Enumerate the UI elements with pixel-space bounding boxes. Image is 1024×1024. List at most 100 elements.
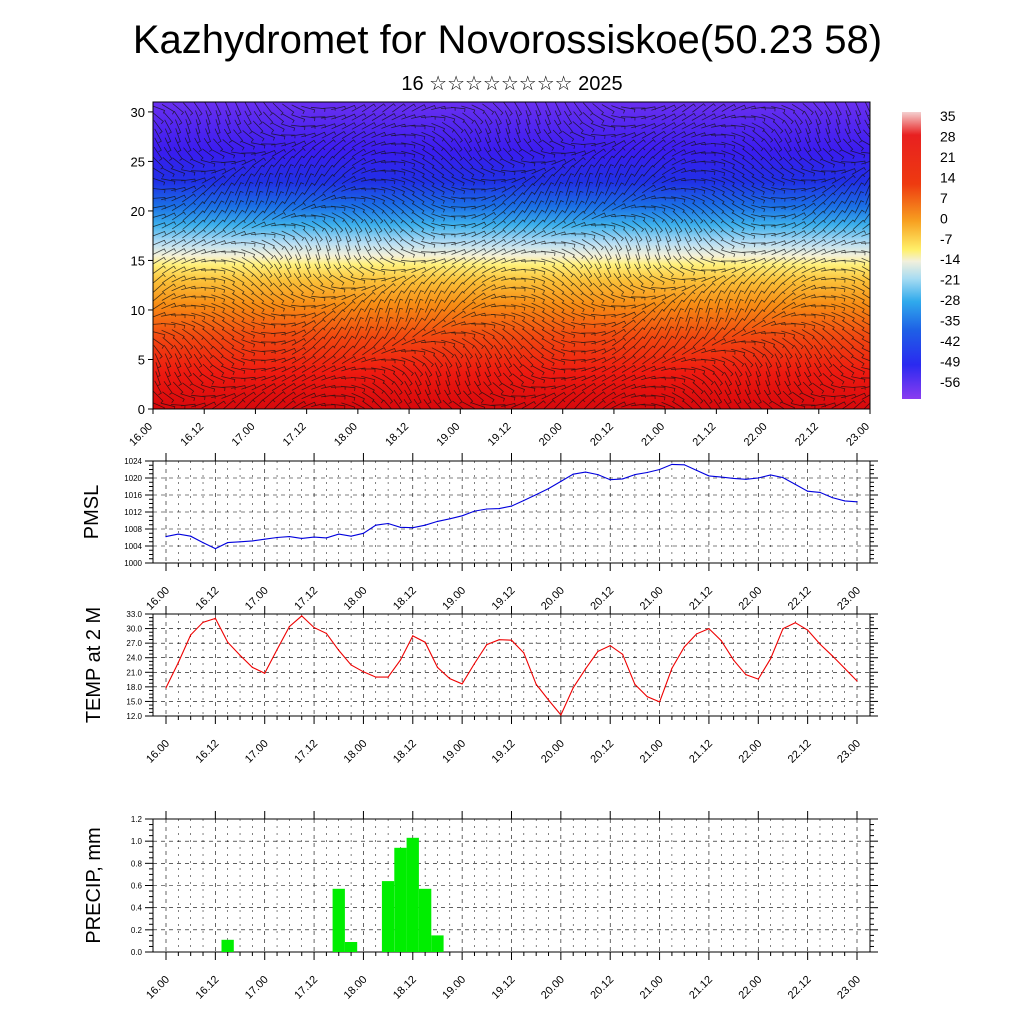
data-point: [387, 522, 389, 525]
data-point: [634, 474, 636, 476]
data-point: [375, 676, 377, 678]
data-point: [757, 678, 759, 680]
pmsl-panel: 1000 1004 1008 1012 1016 1020 1024 16.00 16.12 17…: [81, 453, 878, 613]
colorbar-label: -42: [940, 333, 960, 349]
x-tick-label: 22.12: [786, 974, 814, 1002]
x-tick-label: 21.00: [638, 974, 666, 1002]
x-tick-label: 17.12: [292, 974, 320, 1002]
data-point: [597, 650, 599, 653]
data-point: [239, 654, 241, 656]
data-point: [436, 520, 439, 523]
y-tick-label: 10: [131, 303, 145, 318]
data-point: [498, 508, 500, 510]
precip-bar: [419, 888, 432, 952]
x-tick-label: 19.12: [490, 974, 518, 1002]
data-point: [560, 714, 562, 716]
precip-bar: [394, 847, 407, 952]
y-tick-label: 30: [131, 105, 145, 120]
data-point: [350, 535, 352, 537]
chart-title: Kazhydromet for Novorossiskoe(50.23 58): [132, 18, 883, 62]
y-axis-label: PMSL: [81, 485, 103, 539]
x-tick-label: 19.12: [490, 585, 518, 613]
colorbar-label: 7: [940, 190, 948, 206]
data-point: [659, 701, 661, 703]
data-point: [609, 645, 611, 647]
data-point: [412, 635, 414, 637]
data-point: [770, 658, 772, 660]
data-point: [325, 537, 327, 539]
x-tick-label: 23.00: [835, 738, 863, 766]
colorbar-label: 35: [940, 108, 956, 124]
data-point: [523, 652, 525, 654]
data-point: [264, 672, 266, 674]
x-tick-label: 21.00: [638, 738, 666, 766]
data-point: [424, 641, 426, 643]
x-tick-label: 17.00: [243, 974, 271, 1002]
x-tick-label: 21.12: [687, 738, 715, 766]
y-tick-label: 27.0: [126, 639, 142, 648]
data-point: [288, 536, 290, 538]
data-point: [708, 475, 710, 477]
data-point: [375, 524, 377, 526]
data-point: [214, 617, 216, 620]
data-point: [387, 676, 389, 678]
x-tick-label: 23.00: [844, 421, 872, 449]
x-tick-label: 20.00: [539, 585, 567, 613]
data-point: [819, 491, 821, 493]
data-point: [399, 526, 401, 528]
data-point: [313, 627, 315, 629]
data-point: [696, 633, 698, 635]
panel-frame: [152, 818, 871, 953]
data-point: [264, 538, 266, 540]
precip-bar: [221, 939, 234, 952]
data-point: [177, 533, 179, 535]
x-tick-label: 16.00: [144, 738, 172, 766]
colorbar-label: -35: [940, 313, 960, 329]
colorbar-label: 28: [940, 128, 956, 144]
x-tick-label: 18.12: [391, 974, 419, 1002]
data-point: [436, 666, 439, 669]
data-point: [634, 683, 636, 686]
x-tick-label: 22.12: [786, 738, 814, 766]
x-tick-label: 17.00: [230, 421, 258, 449]
y-tick-label: 15.0: [126, 697, 142, 706]
colorbar-label: -28: [940, 292, 960, 308]
colorbar-label: -21: [940, 272, 960, 288]
data-point: [165, 687, 167, 689]
y-tick-label: 0.2: [131, 926, 143, 935]
data-point: [510, 505, 513, 507]
data-point: [486, 508, 488, 510]
data-point: [338, 649, 340, 652]
x-tick-label: 22.00: [736, 585, 764, 613]
x-tick-label: 18.00: [342, 738, 370, 766]
data-point: [449, 678, 451, 680]
y-tick-label: 1.0: [131, 837, 143, 846]
data-point: [794, 622, 796, 624]
data-point: [807, 490, 809, 492]
x-tick-label: 17.00: [243, 585, 271, 613]
x-tick-label: 19.00: [440, 738, 468, 766]
data-point: [535, 683, 537, 686]
data-point: [510, 639, 513, 641]
precip-bar: [431, 935, 444, 952]
data-point: [362, 532, 364, 534]
x-tick-label: 17.12: [292, 738, 320, 766]
data-point: [190, 535, 192, 537]
data-point: [609, 479, 611, 481]
x-tick-label: 22.12: [793, 421, 821, 449]
data-point: [412, 527, 414, 529]
x-tick-label: 18.00: [342, 585, 370, 613]
y-tick-label: 5: [138, 352, 145, 367]
data-point: [720, 640, 722, 642]
data-point: [251, 666, 253, 669]
y-tick-label: 30.0: [126, 625, 142, 634]
x-tick-label: 20.12: [588, 421, 616, 449]
data-point: [733, 659, 735, 661]
y-tick-label: 0: [138, 402, 145, 417]
x-tick-label: 17.00: [243, 738, 271, 766]
data-point: [239, 541, 241, 543]
data-point: [301, 615, 303, 617]
x-tick-label: 16.12: [194, 974, 222, 1002]
data-point: [214, 548, 216, 550]
